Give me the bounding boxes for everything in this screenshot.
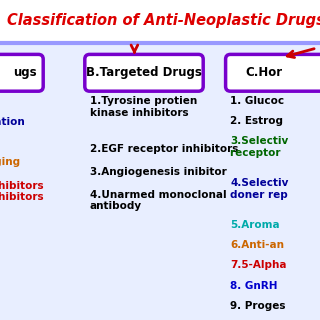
Text: 9. Proges: 9. Proges	[230, 301, 286, 311]
FancyBboxPatch shape	[226, 54, 320, 91]
Text: 1. Glucoc: 1. Glucoc	[230, 96, 284, 106]
Text: 4.Selectiv
doner rep: 4.Selectiv doner rep	[230, 178, 289, 200]
FancyBboxPatch shape	[0, 0, 320, 42]
Text: 6.Anti-an: 6.Anti-an	[230, 240, 284, 250]
FancyBboxPatch shape	[0, 54, 43, 91]
Text: f
nation: f nation	[0, 106, 25, 127]
Text: 3.Selectiv
receptor: 3.Selectiv receptor	[230, 136, 289, 158]
Text: inhibitors
inhibitors: inhibitors inhibitors	[0, 181, 44, 203]
Text: aging: aging	[0, 157, 20, 167]
Text: 8. GnRH: 8. GnRH	[230, 281, 278, 291]
Text: Classification of Anti-Neoplastic Drugs: Classification of Anti-Neoplastic Drugs	[7, 13, 320, 28]
Text: 2.EGF receptor inhibitors: 2.EGF receptor inhibitors	[90, 144, 238, 154]
FancyBboxPatch shape	[0, 43, 320, 320]
Text: 3.Angiogenesis inibitor: 3.Angiogenesis inibitor	[90, 167, 226, 177]
Text: 1.Tyrosine protien
kinase inhibitors: 1.Tyrosine protien kinase inhibitors	[90, 96, 197, 117]
Text: 7.5-Alpha: 7.5-Alpha	[230, 260, 287, 270]
FancyBboxPatch shape	[85, 54, 203, 91]
Text: 2. Estrog: 2. Estrog	[230, 116, 284, 126]
Text: ugs: ugs	[13, 66, 37, 79]
Text: 5.Aroma: 5.Aroma	[230, 220, 280, 230]
Text: C.Hor: C.Hor	[245, 66, 283, 79]
Text: 4.Unarmed monoclonal
antibody: 4.Unarmed monoclonal antibody	[90, 190, 226, 212]
Text: B.Targeted Drugs: B.Targeted Drugs	[86, 66, 202, 79]
